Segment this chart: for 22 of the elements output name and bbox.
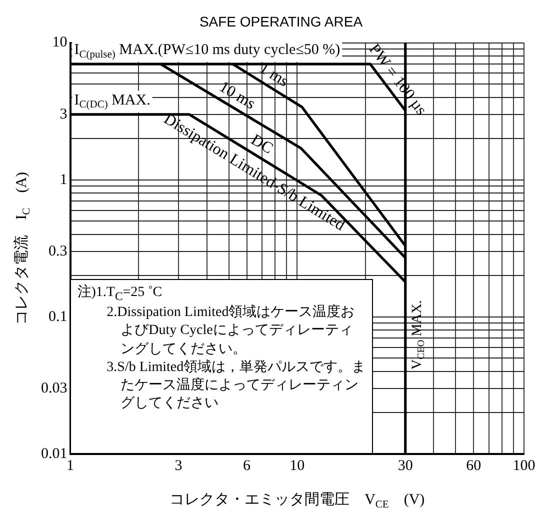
y-tick-label: 10 bbox=[52, 34, 68, 51]
ref-line-label: VCEO MAX. bbox=[410, 300, 428, 370]
y-tick-label: 0.1 bbox=[48, 308, 68, 325]
text: 10 ms bbox=[216, 78, 258, 113]
annotation: 注)1.T$_{C}$=25 ˚C bbox=[77, 284, 164, 304]
annotation: 3.S/b Limited領域は，単発パルスです。またケース温度によってディレーティングしてください bbox=[106, 358, 366, 414]
notes-panel: 注)1.T$_{C}$=25 ˚C 2.Dissipation Limited領域はケース温度およびDuty Cycleによってディレーティングしてください。 3.S/b Limited領域は，単発パルスです。またケース温度によってディレーティングしてください bbox=[71, 279, 373, 453]
x-tick-label: 10 bbox=[290, 458, 305, 474]
text: DC bbox=[248, 131, 276, 158]
y-tick-label: 0.01 bbox=[41, 446, 68, 462]
annotation: 2.Dissipation Limited領域はケース温度およびDuty Cycleによってディレーティングしてください。 bbox=[106, 304, 356, 359]
x-tick-label: 3 bbox=[174, 458, 182, 474]
text: コレクタ電流 IC (A) bbox=[14, 172, 32, 325]
y-tick-label: 1 bbox=[60, 172, 68, 188]
x-tick-label: 30 bbox=[398, 458, 413, 474]
y-tick-label: 0.03 bbox=[41, 380, 68, 397]
x-tick-label: 100 bbox=[512, 458, 536, 474]
y-tick-label: 0.3 bbox=[48, 243, 68, 260]
x-tick-label: 60 bbox=[466, 458, 482, 474]
chart-title: SAFE OPERATING AREA bbox=[199, 13, 364, 30]
y-tick-label: 3 bbox=[60, 106, 68, 122]
x-tick-label: 6 bbox=[243, 458, 252, 474]
